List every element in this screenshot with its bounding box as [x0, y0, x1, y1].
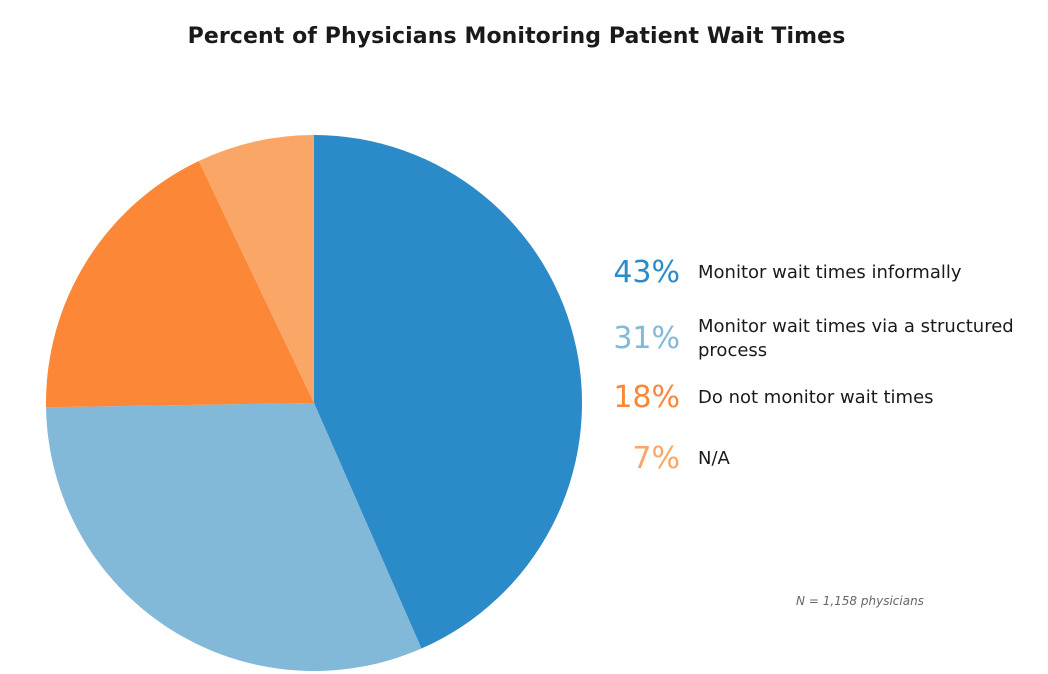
- legend-item-informally: 43% Monitor wait times informally: [590, 258, 1030, 288]
- legend-label: Monitor wait times informally: [698, 262, 962, 283]
- pie-slice-informally: [314, 135, 583, 649]
- pie-slice-structured: [46, 403, 422, 672]
- legend-item-not-monitor: 18% Do not monitor wait times: [590, 383, 1030, 413]
- legend-label: Monitor wait times via a structured proc…: [698, 316, 1014, 361]
- legend-item-na: 7% N/A: [590, 444, 1030, 474]
- pie-slice-not-monitor: [45, 161, 315, 408]
- legend-label: Do not monitor wait times: [698, 387, 934, 408]
- legend-percent: 31%: [613, 321, 680, 356]
- legend-percent: 7%: [632, 441, 680, 476]
- sample-size-note: N = 1,158 physicians: [796, 594, 924, 608]
- legend-label: N/A: [698, 448, 730, 469]
- chart-title: Percent of Physicians Monitoring Patient…: [187, 24, 846, 49]
- legend-percent: 43%: [613, 255, 680, 290]
- legend-percent: 18%: [613, 380, 680, 415]
- pie-slice-na: [198, 135, 314, 403]
- legend-item-structured: 31% Monitor wait times via a structured …: [590, 315, 1030, 363]
